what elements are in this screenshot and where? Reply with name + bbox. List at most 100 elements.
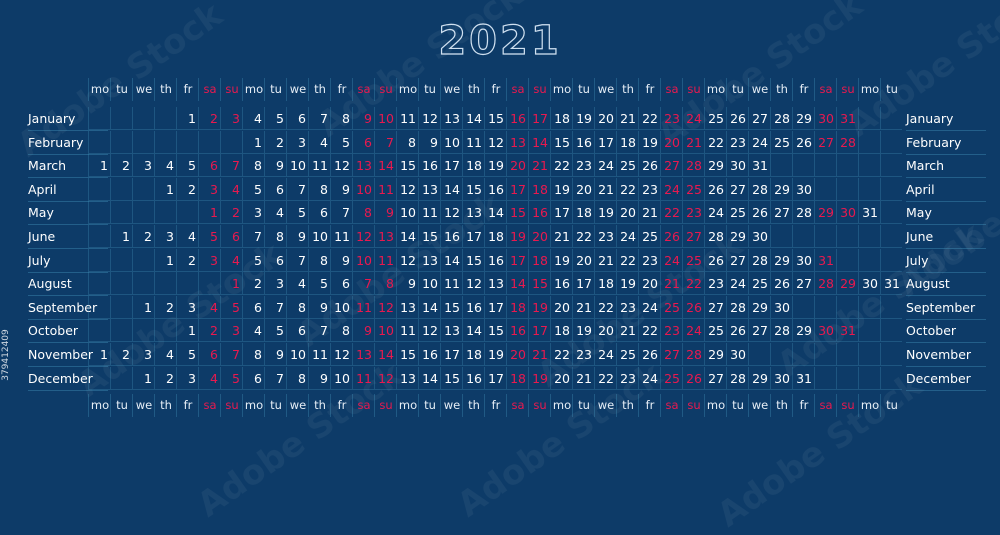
day-cell: 3: [132, 154, 154, 178]
weekday-header: su: [682, 78, 705, 101]
empty-cell: [88, 295, 110, 319]
day-cell: 21: [528, 154, 550, 178]
empty-cell: [748, 343, 770, 366]
empty-cell: [792, 154, 814, 178]
day-cell: 25: [616, 343, 638, 366]
day-cell: 3: [220, 319, 242, 343]
day-cell: 2: [154, 366, 176, 390]
empty-cell: [880, 130, 902, 154]
day-cell: 18: [550, 107, 572, 130]
day-cell: 26: [704, 177, 726, 201]
day-cell: 8: [374, 272, 396, 296]
weekday-footer: sa: [352, 394, 375, 417]
day-cell: 27: [726, 177, 748, 201]
weekday-footer: tu: [880, 394, 903, 417]
empty-cell: [154, 130, 176, 154]
day-cell: 21: [572, 295, 594, 319]
day-cell: 9: [330, 177, 352, 201]
day-cell: 2: [176, 248, 198, 272]
day-cell: 28: [704, 225, 726, 248]
empty-cell: [858, 177, 880, 201]
empty-cell: [132, 177, 154, 201]
day-cell: 18: [506, 366, 528, 390]
day-cell: 22: [572, 225, 594, 248]
day-cell: 7: [220, 154, 242, 178]
day-cell: 16: [506, 107, 528, 130]
day-cell: 13: [418, 248, 440, 272]
day-cell: 22: [704, 130, 726, 154]
weekday-header: tu: [572, 78, 595, 101]
day-cell: 29: [792, 319, 814, 343]
day-cell: 15: [396, 343, 418, 366]
day-cell: 24: [704, 201, 726, 225]
day-cell: 18: [462, 343, 484, 366]
day-cell: 24: [616, 225, 638, 248]
empty-cell: [110, 319, 132, 343]
day-cell: 20: [528, 225, 550, 248]
empty-cell: [792, 225, 814, 248]
day-cell: 14: [418, 366, 440, 390]
weekday-footer: fr: [484, 394, 507, 417]
day-cell: 3: [154, 225, 176, 248]
weekday-footer: mo: [88, 394, 111, 417]
day-cell: 24: [638, 295, 660, 319]
day-cell: 27: [726, 248, 748, 272]
empty-cell: [814, 295, 836, 319]
day-cell: 28: [726, 295, 748, 319]
day-cell: 30: [792, 248, 814, 272]
day-cell: 4: [220, 177, 242, 201]
day-cell: 21: [550, 225, 572, 248]
empty-cell: [110, 295, 132, 319]
empty-cell: [858, 130, 880, 154]
empty-cell: [880, 201, 902, 225]
day-cell: 17: [440, 154, 462, 178]
day-cell: 27: [660, 343, 682, 366]
day-cell: 6: [286, 107, 308, 130]
day-cell: 16: [440, 225, 462, 248]
day-cell: 9: [396, 272, 418, 296]
day-cell: 17: [572, 272, 594, 296]
day-cell: 27: [704, 366, 726, 390]
empty-cell: [770, 154, 792, 178]
month-label-right: February: [906, 131, 986, 155]
day-cell: 25: [704, 107, 726, 130]
day-cell: 13: [440, 107, 462, 130]
weekday-footer: fr: [330, 394, 353, 417]
day-cell: 19: [638, 130, 660, 154]
weekday-footer: su: [220, 394, 243, 417]
empty-cell: [154, 272, 176, 296]
weekday-footer: fr: [176, 394, 199, 417]
empty-cell: [858, 343, 880, 366]
day-cell: 14: [506, 272, 528, 296]
empty-cell: [154, 107, 176, 130]
weekday-header: sa: [660, 78, 683, 101]
day-cell: 4: [242, 107, 264, 130]
empty-cell: [132, 107, 154, 130]
empty-cell: [110, 366, 132, 390]
day-cell: 9: [330, 248, 352, 272]
day-cell: 4: [220, 248, 242, 272]
empty-cell: [836, 177, 858, 201]
day-cell: 1: [154, 177, 176, 201]
month-label-left: September: [28, 296, 108, 320]
weekday-footer: th: [462, 394, 485, 417]
weekday-footer: su: [836, 394, 859, 417]
month-label-right: January: [906, 107, 986, 131]
weekday-footer: tu: [110, 394, 133, 417]
weekday-footer: th: [770, 394, 793, 417]
day-cell: 20: [572, 248, 594, 272]
day-cell: 16: [550, 272, 572, 296]
empty-cell: [176, 272, 198, 296]
day-cell: 10: [396, 201, 418, 225]
day-cell: 17: [594, 130, 616, 154]
day-cell: 11: [396, 107, 418, 130]
day-cell: 25: [748, 272, 770, 296]
day-cell: 4: [154, 154, 176, 178]
day-cell: 30: [814, 107, 836, 130]
day-cell: 14: [462, 319, 484, 343]
day-cell: 4: [242, 319, 264, 343]
day-cell: 1: [198, 201, 220, 225]
day-cell: 2: [198, 107, 220, 130]
weekday-header: mo: [88, 78, 111, 101]
day-cell: 26: [638, 343, 660, 366]
